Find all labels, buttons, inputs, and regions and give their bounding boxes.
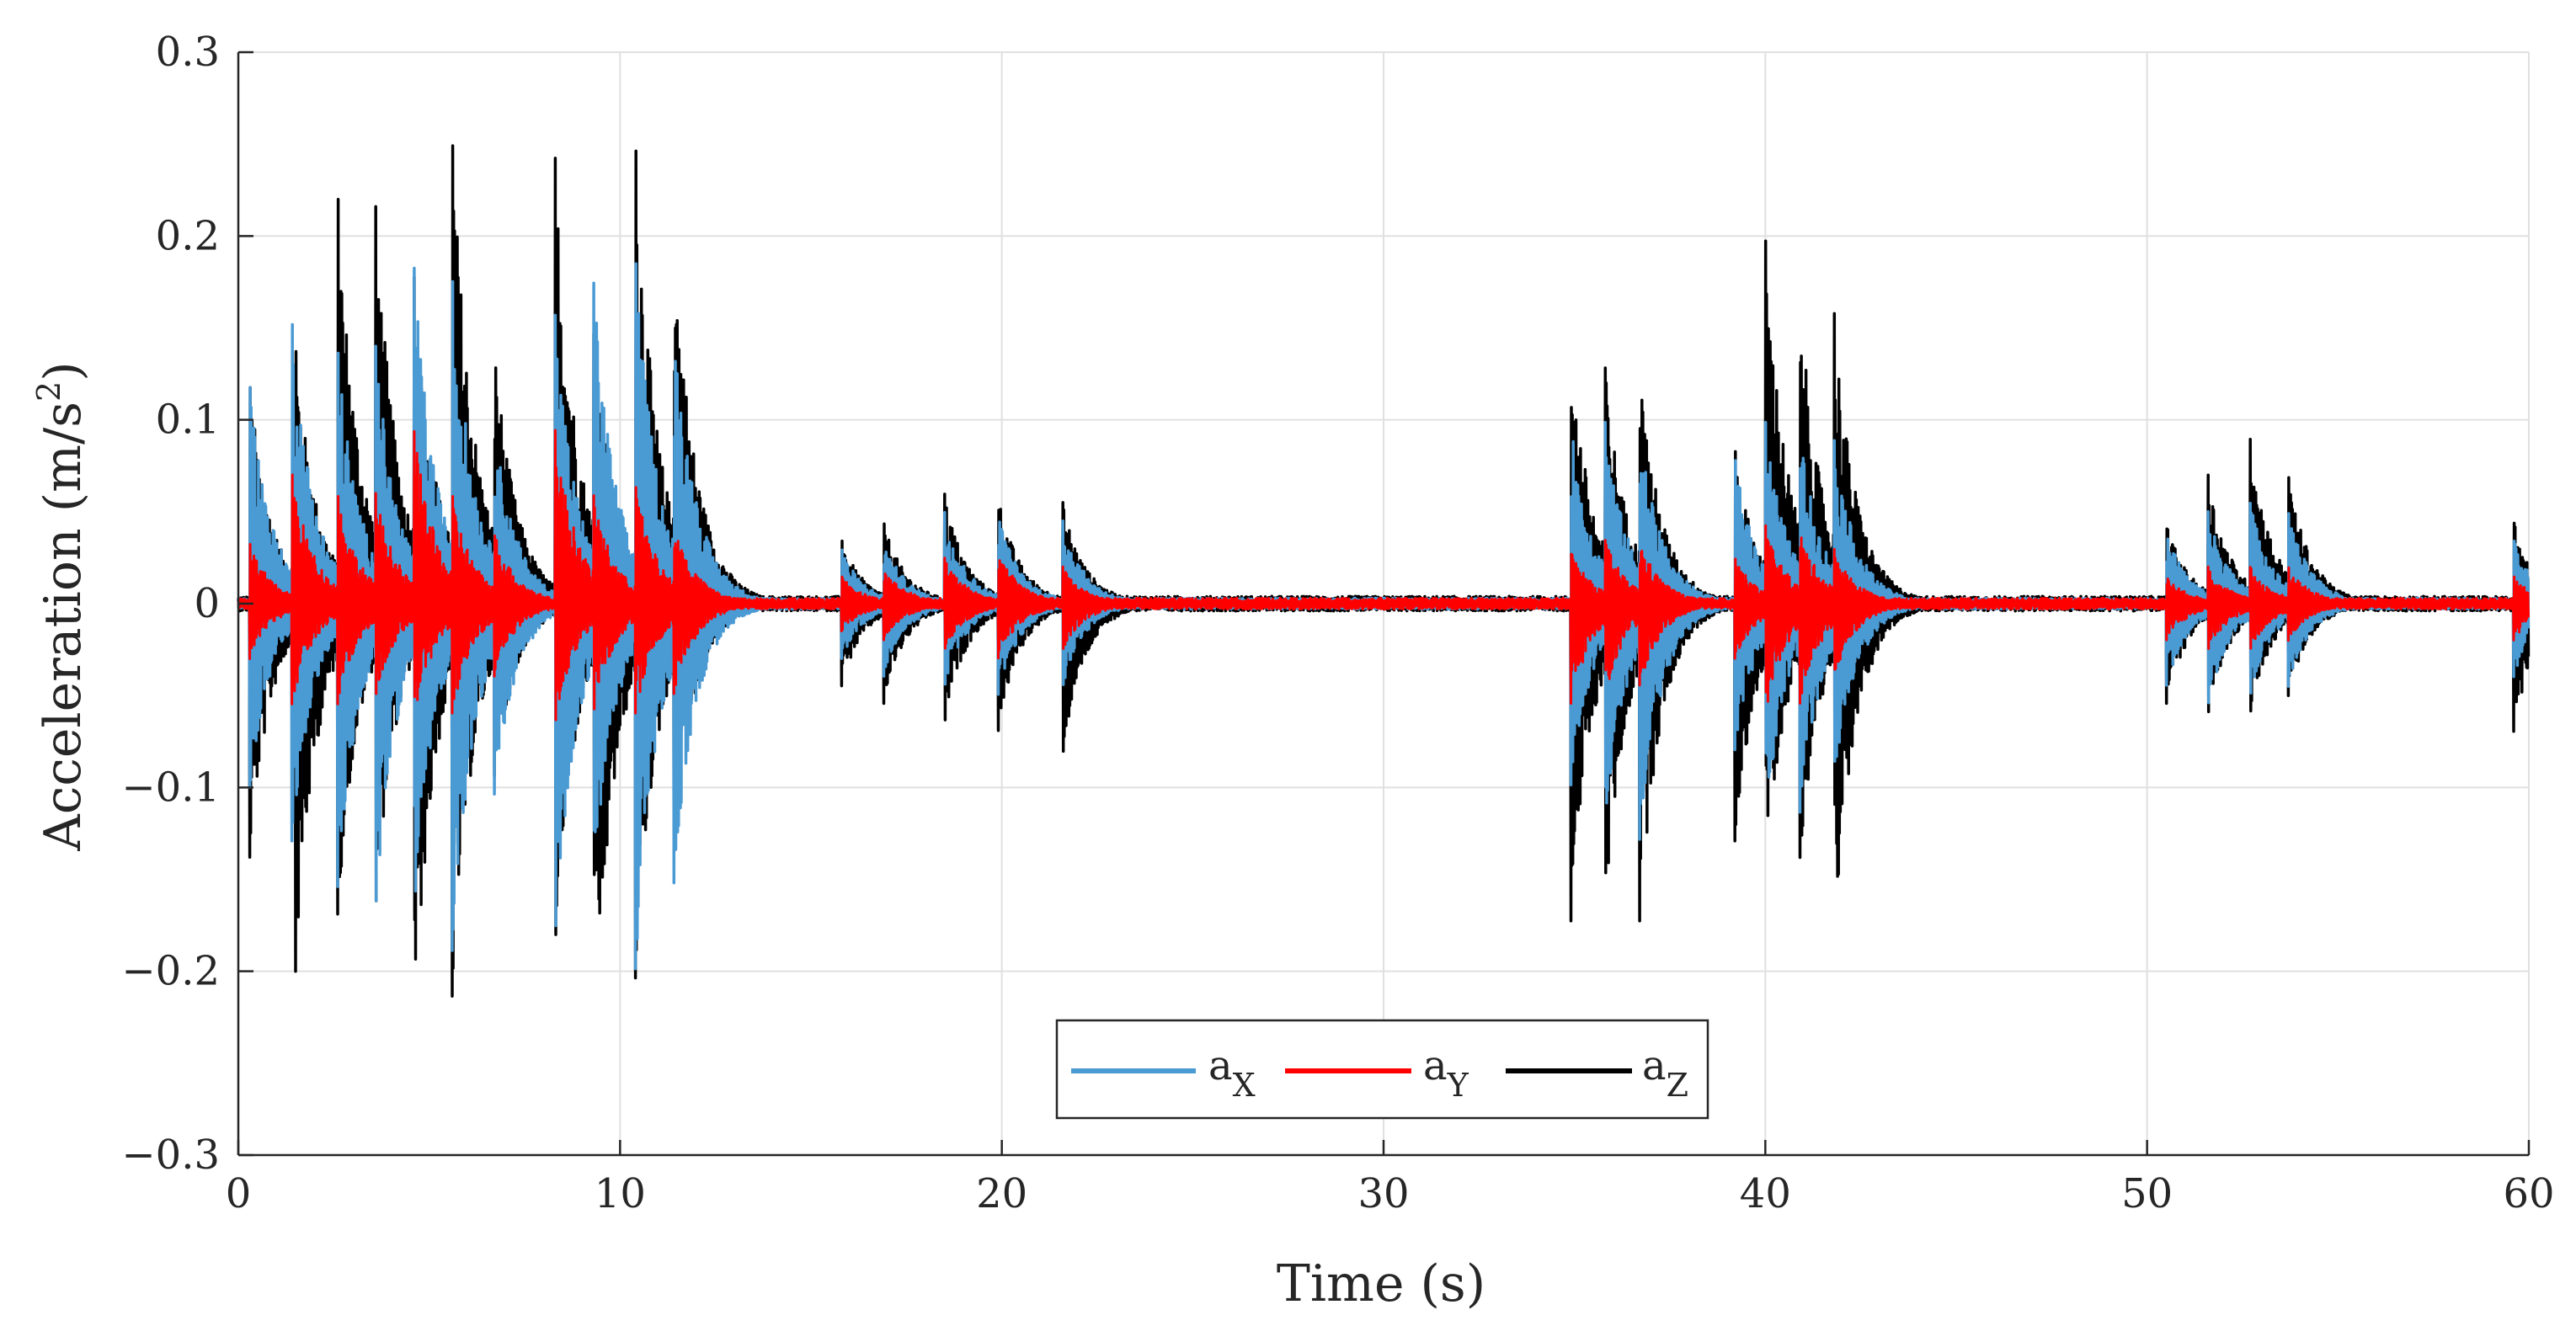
legend-label-ay-main: a <box>1423 1042 1448 1089</box>
x-tick-label-4: 40 <box>1740 1170 1791 1217</box>
legend-label-ax: aX <box>1208 1042 1256 1104</box>
legend: aX aY aZ <box>1055 1019 1709 1120</box>
y-tick-label-2: 0.1 <box>156 397 220 444</box>
y-axis-label: Acceleration (m/s2) <box>30 361 93 851</box>
x-axis-label: Time (s) <box>1277 1254 1485 1313</box>
y-axis-label-main: Acceleration (m/s <box>34 402 93 852</box>
y-tick-label-1: 0.2 <box>156 212 220 259</box>
legend-label-az-sub: Z <box>1667 1067 1688 1104</box>
y-axis-label-superscript: 2 <box>30 381 67 402</box>
y-tick-label-0: 0.3 <box>156 29 220 76</box>
x-tick-label-2: 20 <box>976 1170 1027 1217</box>
legend-label-ax-sub: X <box>1233 1067 1256 1104</box>
series-line-ay <box>237 429 2530 722</box>
legend-label-ax-main: a <box>1208 1042 1233 1089</box>
y-tick-label-5: −0.2 <box>121 948 220 995</box>
legend-label-ay-sub: Y <box>1447 1067 1469 1104</box>
tick-labels: 0 10 20 30 40 50 60 0.3 0.2 0.1 0 −0.1 −0.2 −0.3 <box>121 29 2554 1217</box>
x-tick-label-1: 10 <box>595 1170 646 1217</box>
x-tick-label-0: 0 <box>226 1170 252 1217</box>
legend-label-az-main: a <box>1642 1042 1667 1089</box>
axes <box>237 51 2531 1157</box>
y-axis-label-close: ) <box>34 361 93 381</box>
x-tick-label-5: 50 <box>2121 1170 2173 1217</box>
y-tick-label-4: −0.1 <box>121 764 220 811</box>
series-lines <box>237 144 2531 998</box>
x-tick-label-6: 60 <box>2503 1170 2554 1217</box>
y-tick-label-6: −0.3 <box>121 1132 220 1179</box>
legend-label-ay: aY <box>1423 1042 1469 1104</box>
y-tick-label-3: 0 <box>194 580 220 627</box>
x-tick-label-3: 30 <box>1357 1170 1409 1217</box>
legend-label-az: aZ <box>1642 1042 1688 1104</box>
